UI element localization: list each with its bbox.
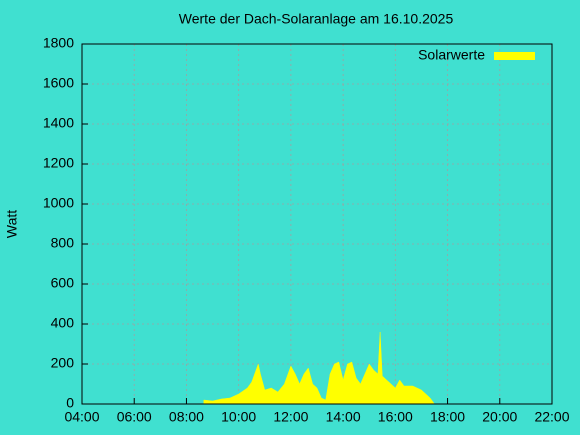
y-tick-label: 1200 bbox=[43, 155, 74, 171]
x-tick-label: 14:00 bbox=[326, 409, 361, 425]
y-tick-label: 400 bbox=[51, 315, 75, 331]
y-tick-label: 0 bbox=[66, 395, 74, 411]
area bbox=[203, 331, 435, 405]
y-tick-label: 200 bbox=[51, 355, 75, 371]
legend-label: Solarwerte bbox=[418, 47, 485, 63]
y-tick-label: 1800 bbox=[43, 35, 74, 51]
y-tick-label: 800 bbox=[51, 235, 75, 251]
x-tick-label: 16:00 bbox=[378, 409, 413, 425]
x-tick-label: 10:00 bbox=[221, 409, 256, 425]
x-tick-label: 04:00 bbox=[64, 409, 99, 425]
y-tick-label: 1600 bbox=[43, 75, 74, 91]
x-tick-label: 12:00 bbox=[273, 409, 308, 425]
y-axis-label: Watt bbox=[4, 210, 20, 238]
x-tick-label: 22:00 bbox=[534, 409, 569, 425]
legend-swatch bbox=[494, 52, 535, 60]
plot-frame bbox=[81, 43, 553, 405]
y-tick-label: 600 bbox=[51, 275, 75, 291]
x-tick-label: 18:00 bbox=[430, 409, 465, 425]
x-tick-label: 06:00 bbox=[117, 409, 152, 425]
x-tick-label: 20:00 bbox=[482, 409, 517, 425]
chart-title: Werte der Dach-Solaranlage am 16.10.2025 bbox=[179, 11, 454, 27]
x-tick-label: 08:00 bbox=[169, 409, 204, 425]
y-tick-label: 1400 bbox=[43, 115, 74, 131]
y-tick-label: 1000 bbox=[43, 195, 74, 211]
